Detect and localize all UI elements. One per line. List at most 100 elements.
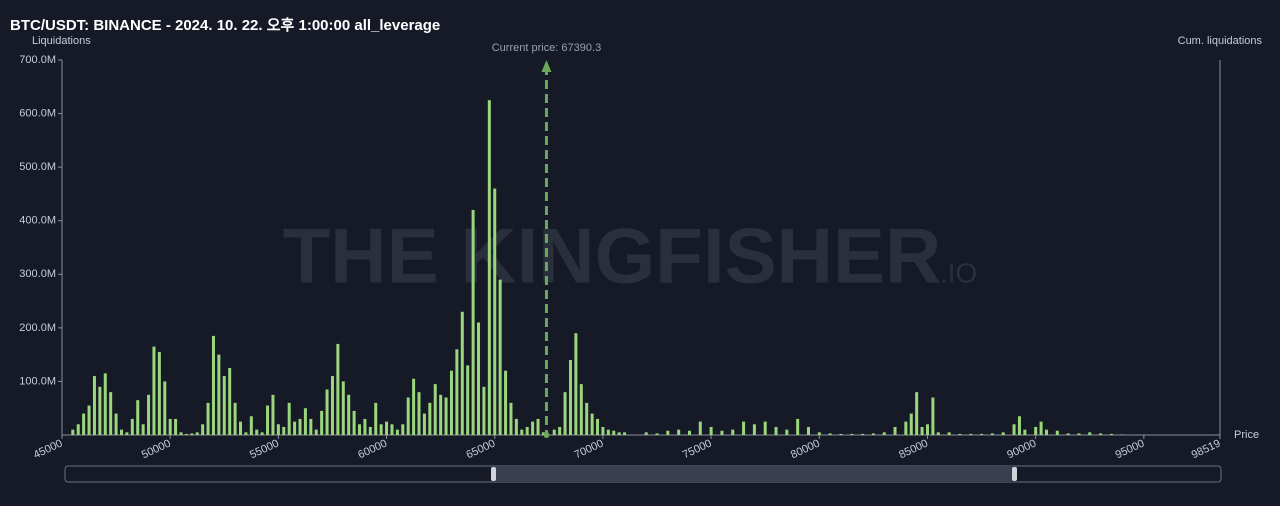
current-price-dot [543, 432, 550, 438]
watermark-suffix: .IO [940, 257, 977, 288]
bar [947, 432, 951, 435]
bar [1023, 429, 1027, 435]
bar [596, 418, 600, 435]
bar [455, 349, 459, 435]
y-tick-label: 300.0M [19, 268, 56, 280]
chart-title: BTC/USDT: BINANCE - 2024. 10. 22. 오후 1:0… [10, 17, 440, 34]
bar [211, 335, 215, 435]
bar [125, 432, 129, 435]
bar [568, 360, 572, 435]
bar [531, 421, 535, 435]
bar [1001, 432, 1005, 435]
bar [871, 433, 875, 435]
bar [266, 405, 270, 435]
bar [287, 402, 291, 435]
bar [882, 432, 886, 435]
bar [909, 413, 913, 435]
bar [915, 392, 919, 435]
bar [412, 378, 416, 435]
bar [574, 333, 578, 435]
bar [130, 418, 134, 435]
bar [536, 418, 540, 435]
bar [309, 418, 313, 435]
bar [109, 392, 113, 435]
bar [466, 365, 470, 435]
bar [417, 392, 421, 435]
bar [390, 424, 394, 435]
bar [839, 433, 843, 435]
y-tick-label: 500.0M [19, 161, 56, 173]
bar [282, 426, 286, 435]
bar [828, 433, 832, 435]
bar [363, 418, 367, 435]
bar [1044, 429, 1048, 435]
bar [1039, 421, 1043, 435]
bar [379, 424, 383, 435]
bar [796, 418, 800, 435]
bar [71, 429, 75, 435]
bar [936, 432, 940, 435]
bar [206, 402, 210, 435]
bar [341, 381, 345, 435]
bar [325, 389, 329, 435]
bar [774, 426, 778, 435]
current-price-label: Current price: 67390.3 [492, 42, 601, 54]
bar [931, 397, 935, 435]
bar [958, 433, 962, 435]
bar [677, 429, 681, 435]
bar [201, 424, 205, 435]
bar [817, 432, 821, 435]
bar [92, 376, 96, 435]
bar [320, 410, 324, 435]
bar [249, 416, 253, 435]
y-tick-label: 200.0M [19, 322, 56, 334]
bar [163, 381, 167, 435]
bar [1120, 434, 1124, 435]
bar [460, 311, 464, 435]
bar [120, 429, 124, 435]
bar [477, 322, 481, 435]
bar [1109, 433, 1113, 435]
y-tick-label: 400.0M [19, 215, 56, 227]
bar [1034, 426, 1038, 435]
bar [276, 424, 280, 435]
bar [493, 188, 497, 435]
bar [806, 426, 810, 435]
bar [401, 424, 405, 435]
slider-handle[interactable] [491, 467, 496, 481]
bar [368, 426, 372, 435]
bar [76, 424, 80, 435]
y-tick-label: 600.0M [19, 107, 56, 119]
bar [471, 210, 475, 435]
bar [352, 410, 356, 435]
bar [228, 368, 232, 435]
bar [731, 429, 735, 435]
bar [1088, 432, 1092, 435]
bar [990, 433, 994, 435]
bar [655, 433, 659, 435]
bar [433, 384, 437, 435]
bar [487, 100, 491, 435]
bar [850, 433, 854, 435]
bar [904, 421, 908, 435]
bar [585, 402, 589, 435]
bar [174, 418, 178, 435]
bar [666, 430, 670, 435]
y2-axis-label: Cum. liquidations [1178, 35, 1263, 47]
bar [525, 426, 529, 435]
bar [861, 433, 865, 435]
bar [195, 432, 199, 435]
slider-handle[interactable] [1012, 467, 1017, 481]
range-slider-window[interactable] [494, 466, 1014, 482]
bar [785, 429, 789, 435]
bar [239, 421, 243, 435]
bar [552, 429, 556, 435]
bar [504, 370, 508, 435]
bar [114, 413, 118, 435]
bar [168, 418, 172, 435]
bar [1077, 433, 1081, 435]
bar [255, 429, 259, 435]
bar [374, 402, 378, 435]
bar [358, 424, 362, 435]
